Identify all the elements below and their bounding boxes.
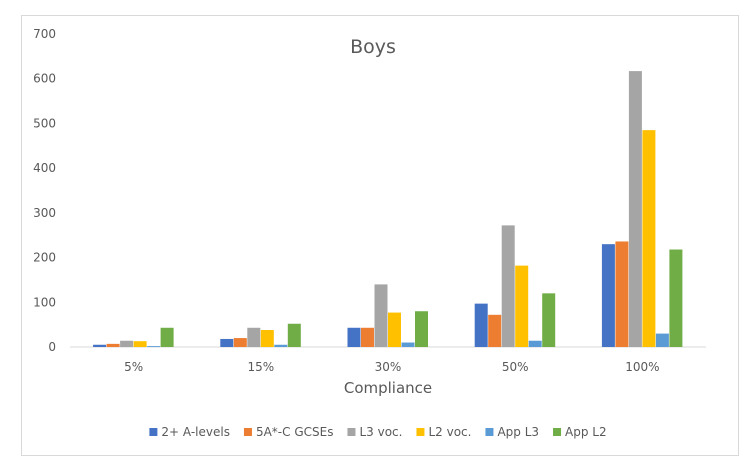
legend-label: L3 voc. xyxy=(359,425,402,439)
legend-label: L2 voc. xyxy=(428,425,471,439)
bar-app-l2-50pct xyxy=(542,293,556,347)
bar-l3-voc--15pct xyxy=(247,327,261,347)
legend-label: 2+ A-levels xyxy=(161,425,230,439)
bar-l3-voc--50pct xyxy=(501,225,515,347)
bar-app-l3-50pct xyxy=(528,340,542,347)
bar-l3-voc--100pct xyxy=(628,71,642,348)
bar-2-a-levels-15pct xyxy=(220,338,234,347)
x-tick-label: 50% xyxy=(502,360,529,374)
bar-app-l2-100pct xyxy=(669,249,683,347)
chart-frame xyxy=(21,15,739,456)
bar-app-l2-30pct xyxy=(415,311,428,347)
bar-l3-voc--30pct xyxy=(374,284,388,347)
bar-l2-voc--5pct xyxy=(133,341,147,347)
bar-app-l3-100pct xyxy=(655,333,669,347)
legend-label: 5A*-C GCSEs xyxy=(256,425,334,439)
legend-label: App L2 xyxy=(565,425,607,439)
bar-app-l2-5pct xyxy=(160,327,174,347)
bar-l2-voc--30pct xyxy=(388,312,401,347)
x-tick-label: 15% xyxy=(247,360,274,374)
x-tick-label: 30% xyxy=(375,360,402,374)
bars xyxy=(93,71,683,348)
y-tick-label: 0 xyxy=(48,340,56,354)
bar-l2-voc--50pct xyxy=(515,265,529,347)
y-tick-label: 300 xyxy=(33,206,56,220)
legend-swatch xyxy=(485,428,494,436)
bar-app-l3-15pct xyxy=(274,344,288,347)
x-tick-label: 100% xyxy=(625,360,659,374)
x-axis-ticks: 5% 15% 30% 50% 100% xyxy=(124,360,659,374)
chart-title: Boys xyxy=(350,36,396,58)
bar-5a-c-gcses-30pct xyxy=(361,327,374,347)
bar-2-a-levels-50pct xyxy=(474,303,488,347)
y-axis-ticks: 0 100 200 300 400 500 600 700 xyxy=(33,27,56,354)
legend-label: App L3 xyxy=(497,425,539,439)
bar-app-l3-30pct xyxy=(401,342,415,347)
x-tick-label: 5% xyxy=(124,360,143,374)
bar-5a-c-gcses-50pct xyxy=(488,314,502,347)
legend-swatch xyxy=(347,428,356,436)
bar-2-a-levels-100pct xyxy=(601,244,615,347)
bar-l2-voc--15pct xyxy=(260,330,274,347)
y-tick-label: 500 xyxy=(33,116,56,130)
y-tick-label: 700 xyxy=(33,27,56,41)
y-tick-label: 200 xyxy=(33,251,56,265)
bar-l2-voc--100pct xyxy=(642,130,656,347)
y-tick-label: 400 xyxy=(33,161,56,175)
x-axis-title: Compliance xyxy=(344,379,432,397)
legend-swatch xyxy=(149,428,158,436)
bar-l3-voc--5pct xyxy=(120,340,134,347)
bar-5a-c-gcses-100pct xyxy=(615,241,629,347)
bar-2-a-levels-5pct xyxy=(93,344,107,347)
bar-5a-c-gcses-15pct xyxy=(233,338,247,347)
legend-swatch xyxy=(553,428,562,436)
bar-app-l2-15pct xyxy=(287,323,301,347)
bar-2-a-levels-30pct xyxy=(347,327,361,347)
legend-swatch xyxy=(416,428,425,436)
bar-5a-c-gcses-5pct xyxy=(106,343,120,347)
legend: 2+ A-levels 5A*-C GCSEs L3 voc. L2 voc. App … xyxy=(149,425,607,439)
y-tick-label: 600 xyxy=(33,72,56,86)
legend-swatch xyxy=(243,428,252,436)
y-tick-label: 100 xyxy=(33,295,56,309)
bar-app-l3-5pct xyxy=(147,346,161,347)
